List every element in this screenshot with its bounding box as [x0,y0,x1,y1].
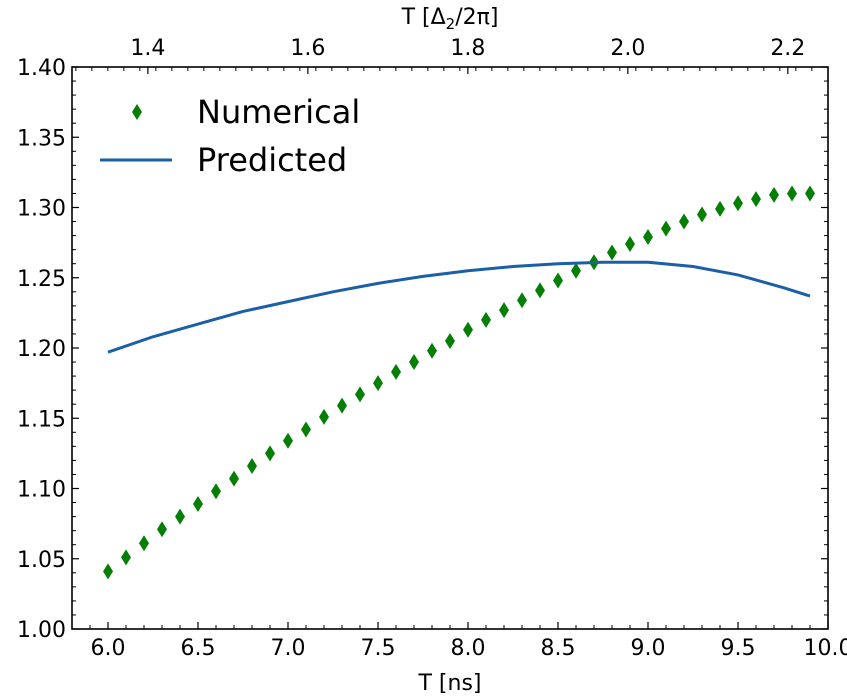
numerical-point [283,432,293,449]
y-tick-label: 1.30 [17,197,66,222]
numerical-point [571,262,581,279]
x-tick-label: 6.0 [91,636,126,661]
y-tick-label: 1.05 [17,548,66,573]
data-layer [103,185,815,580]
y-tick-label: 1.15 [17,407,66,432]
numerical-point [517,292,527,309]
numerical-point [643,229,653,246]
top-x-axis-label-subscript: 2 [446,15,456,33]
numerical-point [247,458,257,475]
numerical-point [679,213,689,230]
numerical-point [499,302,509,319]
y-tick-label: 1.20 [17,337,66,362]
numerical-point [427,342,437,359]
top-x-tick-label: 2.2 [770,36,805,61]
numerical-point [481,311,491,328]
top-x-tick-label: 1.4 [130,36,165,61]
top-x-axis-label-prefix: T [Δ [401,5,446,30]
y-tick-label: 1.10 [17,478,66,503]
x-tick-label: 9.5 [721,636,756,661]
numerical-point [607,244,617,261]
x-tick-label: 10.0 [804,636,847,661]
x-tick-label: 6.5 [181,636,216,661]
legend-label: Numerical [197,93,360,131]
top-x-tick-label: 1.8 [450,36,485,61]
numerical-point [301,421,311,438]
y-tick-label: 1.35 [17,126,66,151]
numerical-point [625,236,635,253]
top-x-tick-label: 1.6 [290,36,325,61]
x-tick-label: 9.0 [631,636,666,661]
numerical-point [121,549,131,566]
numerical-point [661,220,671,237]
x-tick-label: 8.0 [451,636,486,661]
numerical-point [697,206,707,223]
numerical-point [139,535,149,552]
x-tick-label: 7.5 [361,636,396,661]
x-tick-label: 8.5 [541,636,576,661]
numerical-point [229,470,239,487]
plot-area-frame [71,66,829,630]
numerical-point [337,397,347,414]
numerical-point [193,495,203,512]
numerical-point [409,354,419,371]
numerical-point [211,483,221,500]
numerical-point [553,272,563,289]
numerical-point [463,321,473,338]
x-tick-label: 7.0 [271,636,306,661]
legend-numerical-marker [132,104,142,120]
numerical-point [805,185,815,202]
numerical-point [373,375,383,392]
numerical-point [445,332,455,349]
y-tick-label: 1.00 [17,618,66,643]
numerical-point [175,508,185,525]
numerical-point [535,282,545,299]
numerical-point [157,521,167,538]
numerical-point [319,408,329,425]
numerical-point [355,386,365,403]
legend: Numerical Predicted [100,93,360,179]
y-tick-label: 1.25 [17,267,66,292]
top-x-axis-label: T [Δ2/2π] [401,5,499,33]
predicted-line [107,260,811,354]
numerical-point [715,200,725,217]
numerical-point [265,445,275,462]
y-tick-label: 1.40 [17,56,66,81]
numerical-point [733,195,743,212]
legend-label: Predicted [197,141,347,179]
numerical-point [787,185,797,202]
numerical-point [769,186,779,203]
numerical-point [391,363,401,380]
x-axis-label: T [ns] [417,671,481,696]
top-x-axis-label-suffix: /2π] [455,5,498,30]
numerical-point [103,563,113,580]
numerical-point [751,191,761,208]
top-x-tick-label: 2.0 [610,36,645,61]
